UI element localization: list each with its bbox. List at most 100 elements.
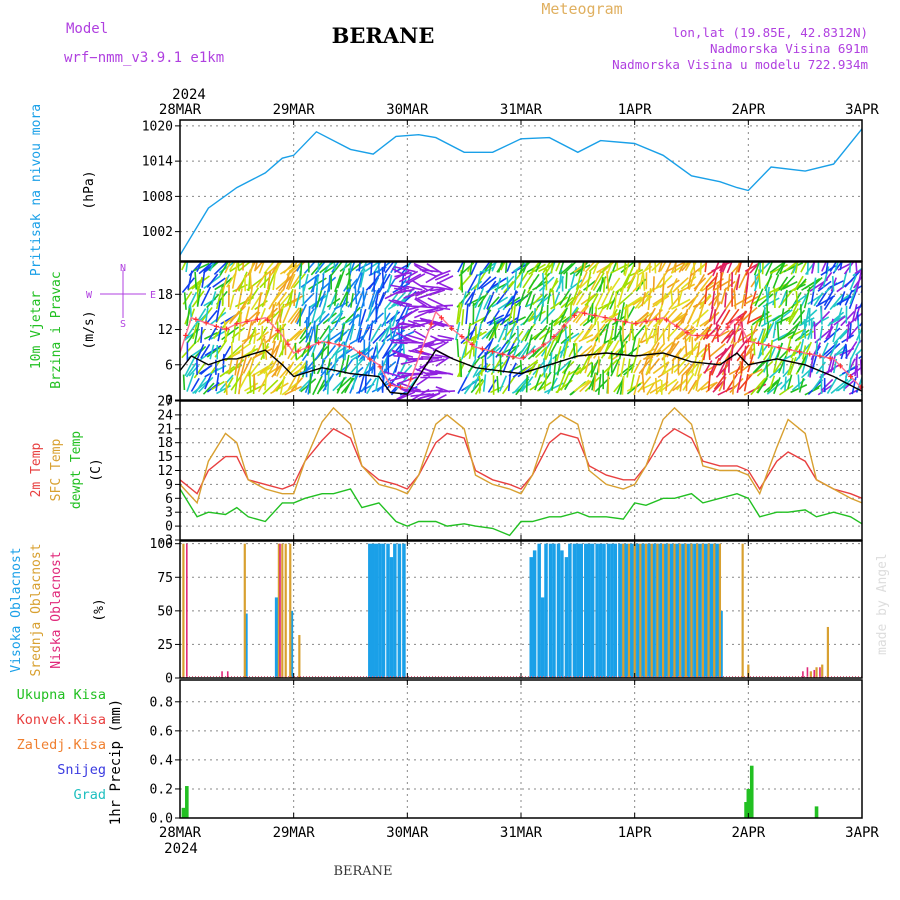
wind-barb (206, 273, 219, 288)
wind-barb (703, 360, 713, 374)
wind-barb (633, 374, 641, 396)
wind-barb (302, 273, 309, 292)
wind-barb (248, 285, 254, 305)
wind-barb (820, 342, 829, 359)
wind-barb (249, 269, 252, 290)
wind-barb (659, 274, 673, 289)
wind-barb (707, 343, 711, 360)
cloud-bar (802, 671, 804, 678)
wind-barb (681, 308, 689, 324)
wind-barb (662, 328, 665, 344)
cloud-bar (674, 543, 679, 678)
wind-barb (584, 356, 591, 374)
wind-barb (799, 323, 808, 339)
wind-barb (257, 307, 266, 326)
wind-barb (519, 262, 525, 273)
wind-barb (694, 326, 709, 342)
wind-barb (586, 346, 602, 361)
wind-barb (305, 326, 313, 343)
cloud-bar (741, 543, 744, 678)
wind-barb (553, 308, 567, 326)
wind-barb (395, 391, 416, 400)
cloud-bar (684, 543, 687, 678)
wind-barb (599, 277, 604, 292)
wind-barb (612, 262, 618, 272)
wind-barb (621, 376, 625, 395)
wind-barb (355, 289, 365, 309)
wind-barb (201, 270, 206, 288)
wind-barb (562, 340, 569, 359)
wind-barb (236, 355, 244, 377)
wind-barb (610, 358, 620, 377)
wind-barb (687, 291, 700, 310)
wind-barb (480, 276, 497, 290)
wind-barb (254, 309, 260, 324)
wind-barb (646, 382, 656, 396)
wind-barb (340, 323, 346, 341)
wind-barb (755, 314, 772, 324)
wind-barb (607, 340, 620, 360)
wind-barb (186, 304, 191, 327)
wind-barb (702, 344, 708, 361)
wind-barb (560, 262, 574, 275)
wind-barb (778, 276, 789, 291)
cloud-bar (602, 543, 606, 678)
wind-barb (486, 314, 505, 325)
wind-barb (527, 307, 539, 322)
cloud-bar (709, 543, 713, 678)
wind-barb (274, 306, 284, 325)
wind-barb (682, 373, 695, 391)
wind-barb (377, 262, 381, 276)
wind-barb (215, 307, 226, 324)
wind-barb (513, 339, 521, 356)
y-tick-label: 50 (157, 604, 173, 619)
wind-barb (493, 316, 497, 339)
wind-barb (585, 271, 592, 292)
wind-barb (466, 273, 479, 294)
wind-barb (699, 262, 702, 275)
wind-barb (712, 272, 719, 291)
wind-barb (811, 262, 815, 273)
cloud-unit: (%) (92, 598, 107, 621)
wind-barb (483, 307, 491, 322)
wind-barb (456, 302, 461, 325)
wind-barb (196, 276, 203, 293)
wind-barb (642, 272, 646, 291)
wind-barb (549, 319, 554, 341)
wind-barb (271, 289, 284, 305)
wind-barb (301, 342, 310, 358)
wind-barb (313, 310, 326, 324)
cloud-bar (809, 671, 812, 678)
wind-barb (671, 348, 683, 362)
cloud-bar (298, 635, 301, 678)
wind-barb (320, 342, 326, 360)
wind-barb (769, 262, 786, 274)
wind-barb (508, 364, 522, 373)
wind-barb (373, 341, 386, 360)
x-tick-label-top: 2APR (731, 102, 765, 118)
wind-barb (338, 322, 345, 343)
cloud-bar (624, 543, 629, 678)
wind-barb (401, 322, 418, 330)
wind-barb (711, 357, 720, 376)
wind-barb (405, 285, 423, 291)
wind-barb (389, 374, 409, 382)
cloud-bar (572, 543, 577, 678)
wind-barb (333, 262, 336, 271)
wind-barb (785, 289, 788, 307)
y-tick-label: 9 (165, 478, 173, 493)
wind-barb (671, 358, 675, 374)
wind-barb (522, 262, 529, 274)
wind-barb (312, 275, 317, 293)
wind-barb (522, 310, 534, 326)
wind-barb (193, 362, 206, 379)
wind-barb (391, 309, 399, 327)
wind-barb (370, 323, 382, 342)
wind-barb (381, 266, 385, 289)
cloud-bar (815, 667, 818, 678)
wind-barb (424, 389, 444, 393)
wind-barb (318, 290, 327, 308)
cloud-bar (289, 610, 294, 678)
wind-barb (290, 273, 302, 290)
cloud-bar (693, 543, 697, 678)
